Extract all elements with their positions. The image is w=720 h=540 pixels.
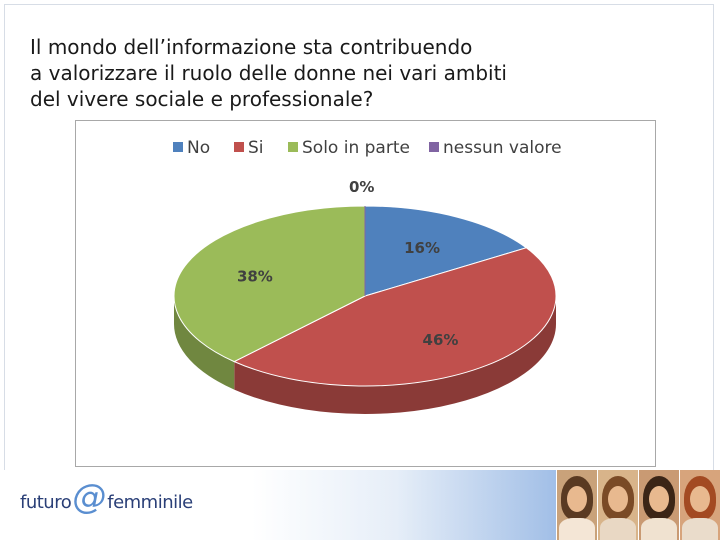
woman-photo-3 [638, 470, 679, 540]
pie-slice-0 [364, 205, 528, 297]
chart-legend: No Si Solo in parte nessun valore [173, 138, 562, 158]
legend-label-0: No [187, 138, 210, 158]
title-line-3: del vivere sociale e professionale? [30, 87, 374, 111]
legend-label-3: nessun valore [443, 138, 562, 158]
title-line-1: Il mondo dell’informazione sta contribue… [30, 35, 473, 59]
legend-label-1: Si [248, 138, 264, 158]
legend-swatch-0 [173, 142, 183, 152]
pie-label-3: 0% [349, 178, 374, 196]
pie-slices [173, 205, 557, 387]
pie-slice-1 [233, 247, 557, 387]
futuro-femminile-logo: futuro @ femminile [20, 480, 193, 520]
women-photos-strip [556, 470, 720, 540]
logo-at-symbol: @ [72, 477, 107, 517]
pie-side-1 [234, 296, 556, 414]
pie-3d-sides [174, 296, 556, 414]
pie-label-2: 38% [237, 267, 273, 285]
pie-side-2 [174, 296, 235, 390]
pie-data-labels: 16% 46% 38% 0% [237, 178, 458, 349]
legend-swatch-1 [234, 142, 244, 152]
pie-chart-container: No Si Solo in parte nessun valore 16% 46% 38%… [75, 120, 656, 467]
woman-photo-2 [597, 470, 638, 540]
slide-title: Il mondo dell’informazione sta contribue… [30, 34, 650, 112]
pie-label-1: 46% [423, 331, 459, 349]
woman-photo-4 [679, 470, 720, 540]
legend-swatch-2 [288, 142, 298, 152]
legend-swatch-3 [429, 142, 439, 152]
woman-photo-1 [556, 470, 597, 540]
pie-label-0: 16% [404, 239, 440, 257]
pie-chart: No Si Solo in parte nessun valore 16% 46% 38%… [173, 138, 562, 414]
pie-slice-2 [173, 205, 366, 363]
logo-word-futuro: futuro [20, 492, 72, 513]
title-line-2: a valorizzare il ruolo delle donne nei v… [30, 61, 507, 85]
logo-word-femminile: femminile [107, 492, 193, 513]
legend-label-2: Solo in parte [302, 138, 410, 158]
